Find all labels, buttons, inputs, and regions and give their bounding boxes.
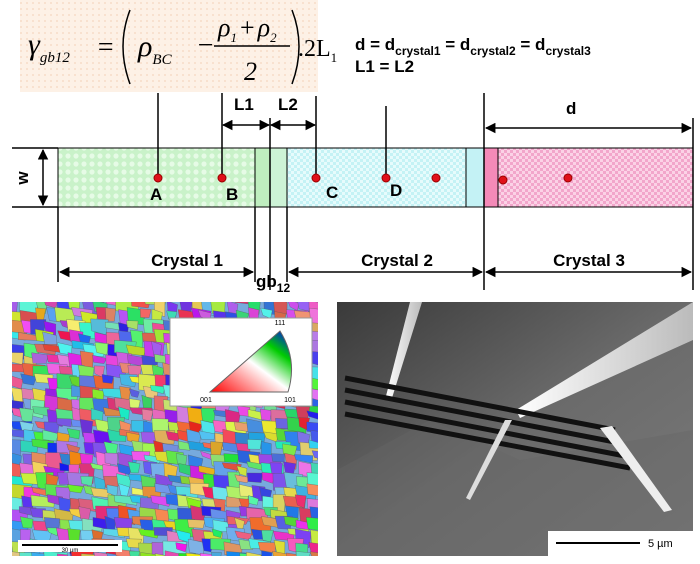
pole-label: 001 [200, 397, 212, 404]
grain [318, 375, 332, 391]
pole-label: 111 [275, 320, 286, 327]
grain [140, 309, 151, 318]
grain [105, 308, 115, 322]
numerator: ρ1+ρ2 [217, 13, 277, 45]
grain [57, 554, 67, 564]
grain [200, 553, 213, 564]
grain [120, 386, 131, 400]
point-label: C [326, 183, 338, 202]
dimension-label: w [13, 171, 32, 186]
grain [323, 516, 337, 528]
grain [319, 411, 330, 421]
figure: γgb12 = ρBC − ρ1+ρ2 2 .2L1 d = dcrystal1… [0, 0, 700, 564]
relation-text: = d [441, 35, 471, 54]
grain [271, 454, 284, 463]
grain [247, 473, 262, 483]
grain [323, 551, 337, 564]
grain [323, 384, 334, 397]
denominator: 2 [244, 57, 257, 86]
subscript: crystal1 [395, 44, 441, 58]
minus: − [196, 30, 215, 61]
pole-label: 101 [284, 397, 296, 404]
point-label: A [150, 185, 162, 204]
point-label: B [226, 185, 238, 204]
factor: .2L1 [298, 36, 337, 65]
grain [320, 542, 333, 560]
crystal-label: Crystal 3 [553, 251, 625, 270]
crystal-label: Crystal 2 [361, 251, 433, 270]
relation-text: = d [516, 35, 546, 54]
grain [309, 308, 331, 324]
relation-text: d = d [355, 35, 395, 54]
gb-segment [484, 148, 498, 207]
subscript: crystal2 [470, 44, 516, 58]
dimension-label: d [566, 99, 576, 118]
grain [296, 551, 310, 559]
grain [323, 332, 336, 343]
grain [310, 552, 329, 561]
grain [226, 551, 247, 564]
crystal-label: Crystal 1 [151, 251, 223, 270]
dimension-label: L2 [278, 95, 298, 114]
grain [129, 551, 139, 561]
equals: = [96, 32, 115, 63]
point-label: D [390, 181, 402, 200]
gb-segment [466, 148, 484, 207]
grain [318, 318, 337, 328]
grain [261, 441, 271, 455]
grain [261, 551, 271, 564]
grain [179, 299, 192, 312]
grain [247, 439, 261, 449]
grain [8, 462, 21, 478]
relation-line: L1 = L2 [355, 57, 414, 76]
gb-segment [270, 148, 287, 207]
dimension-label: L1 [234, 95, 254, 114]
grain [322, 421, 332, 432]
scale-label: 30 µm [62, 548, 79, 554]
gb-segment [255, 148, 270, 207]
grain [322, 509, 338, 526]
grain [324, 310, 338, 327]
grain [322, 365, 334, 383]
grain [310, 507, 321, 519]
scale-label: 5 µm [648, 538, 673, 550]
grain [211, 552, 221, 561]
grain [9, 352, 23, 364]
gb-label: gb12 [256, 272, 290, 295]
crystal-3 [498, 148, 693, 207]
grain [323, 530, 333, 544]
subscript: crystal3 [545, 44, 591, 58]
grain [260, 409, 272, 421]
grain [188, 519, 205, 528]
grain [8, 551, 21, 564]
grain [307, 422, 330, 433]
grain [320, 428, 336, 436]
relation-line: d = dcrystal1 = dcrystal2 = dcrystal3 [355, 35, 591, 58]
